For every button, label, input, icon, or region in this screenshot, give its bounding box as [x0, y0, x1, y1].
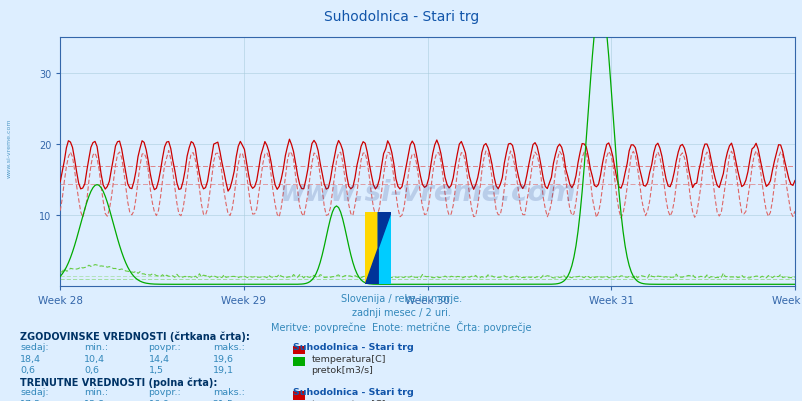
- Text: povpr.:: povpr.:: [148, 387, 181, 396]
- Text: 19,1: 19,1: [213, 365, 233, 374]
- Text: pretok[m3/s]: pretok[m3/s]: [311, 365, 373, 374]
- Text: Suhodolnica - Stari trg: Suhodolnica - Stari trg: [293, 342, 413, 350]
- Polygon shape: [365, 249, 378, 285]
- Text: 13,8: 13,8: [84, 399, 105, 401]
- Text: 1,5: 1,5: [148, 365, 164, 374]
- Text: sedaj:: sedaj:: [20, 342, 49, 350]
- Text: 21,5: 21,5: [213, 399, 233, 401]
- Text: povpr.:: povpr.:: [148, 342, 181, 350]
- Text: 18,4: 18,4: [20, 354, 41, 363]
- Text: maks.:: maks.:: [213, 387, 245, 396]
- Text: Slovenija / reke in morje.: Slovenija / reke in morje.: [341, 294, 461, 304]
- Text: 10,4: 10,4: [84, 354, 105, 363]
- Polygon shape: [378, 213, 391, 249]
- Text: min.:: min.:: [84, 342, 108, 350]
- Text: sedaj:: sedaj:: [20, 387, 49, 396]
- Bar: [378, 213, 391, 285]
- Text: 16,9: 16,9: [148, 399, 169, 401]
- Text: 14,4: 14,4: [148, 354, 169, 363]
- Text: temperatura[C]: temperatura[C]: [311, 354, 386, 363]
- Text: Suhodolnica - Stari trg: Suhodolnica - Stari trg: [323, 10, 479, 24]
- Text: maks.:: maks.:: [213, 342, 245, 350]
- Text: 17,3: 17,3: [20, 399, 41, 401]
- Text: zadnji mesec / 2 uri.: zadnji mesec / 2 uri.: [351, 307, 451, 317]
- Text: Suhodolnica - Stari trg: Suhodolnica - Stari trg: [293, 387, 413, 396]
- Text: 0,6: 0,6: [84, 365, 99, 374]
- Bar: [365, 213, 378, 285]
- Text: TRENUTNE VREDNOSTI (polna črta):: TRENUTNE VREDNOSTI (polna črta):: [20, 377, 217, 387]
- Text: 0,6: 0,6: [20, 365, 35, 374]
- Text: www.si-vreme.com: www.si-vreme.com: [279, 178, 575, 206]
- Text: min.:: min.:: [84, 387, 108, 396]
- Text: Meritve: povprečne  Enote: metrične  Črta: povprečje: Meritve: povprečne Enote: metrične Črta:…: [271, 320, 531, 332]
- Text: ZGODOVINSKE VREDNOSTI (črtkana črta):: ZGODOVINSKE VREDNOSTI (črtkana črta):: [20, 331, 249, 341]
- Text: www.si-vreme.com: www.si-vreme.com: [6, 119, 11, 178]
- Text: 19,6: 19,6: [213, 354, 233, 363]
- Text: temperatura[C]: temperatura[C]: [311, 399, 386, 401]
